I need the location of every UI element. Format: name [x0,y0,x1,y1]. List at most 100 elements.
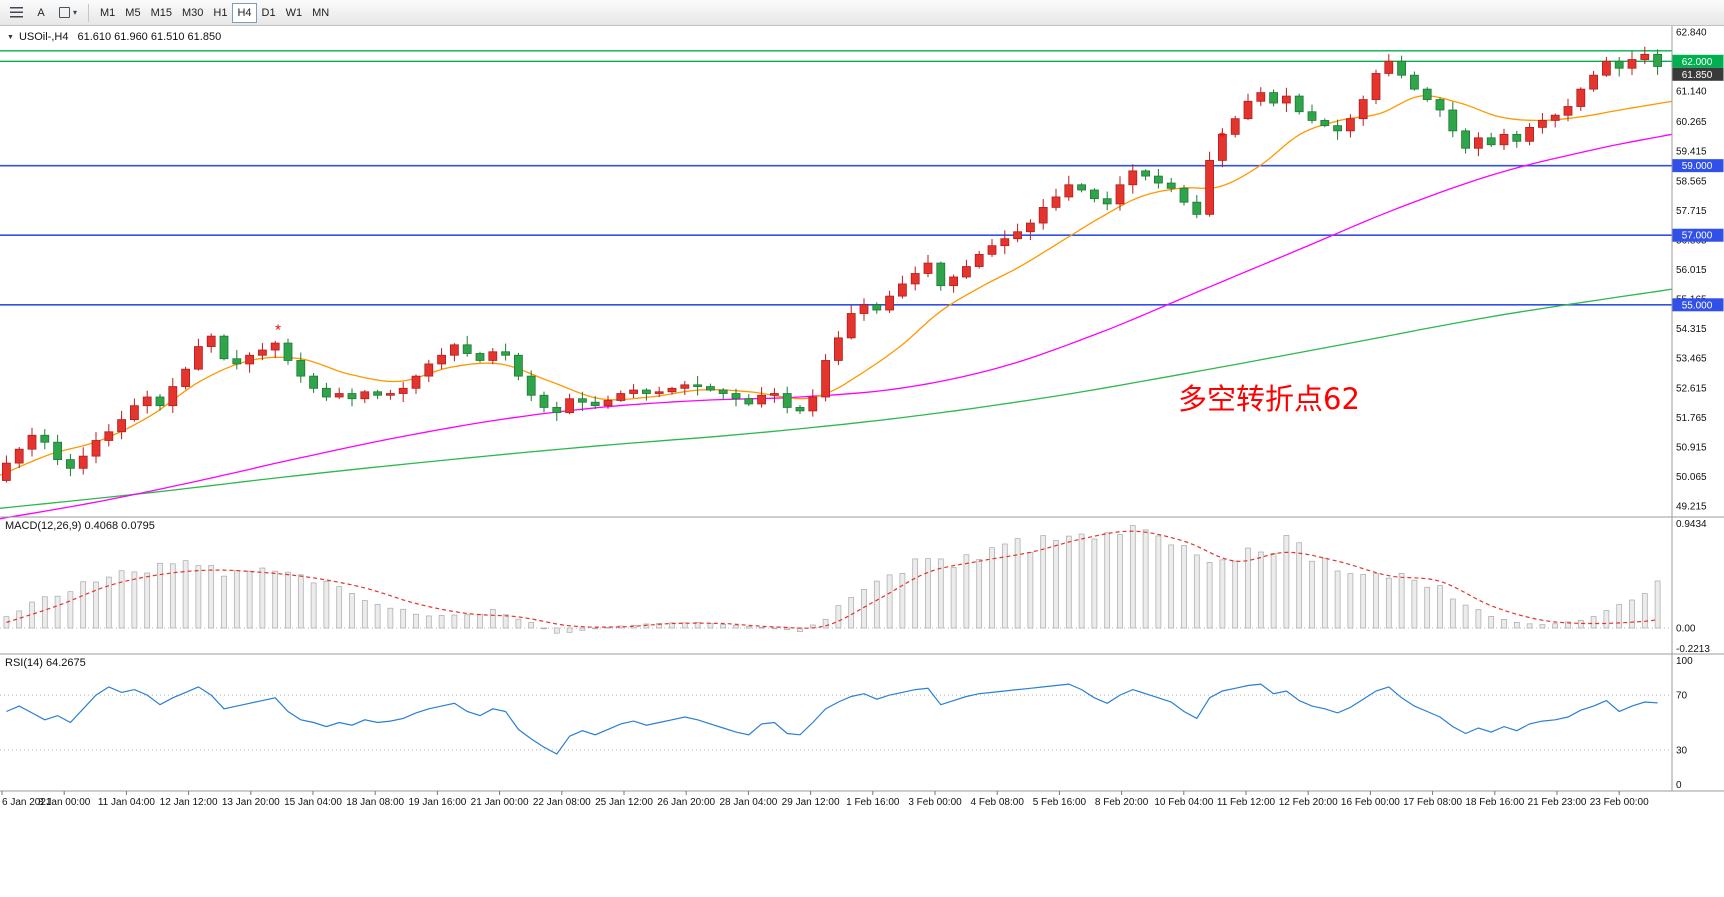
candle [1205,160,1214,215]
timeframe-button-d1[interactable]: D1 [257,3,281,23]
chart-canvas[interactable]: * * 62.840 61.140 60.265 59.415 58.565 57.715 56… [0,26,1724,892]
candle [565,398,574,414]
candle [1115,184,1125,205]
toolbar-separator [88,3,90,22]
svg-text:4 Feb 08:00: 4 Feb 08:00 [971,797,1025,808]
text-tool-button[interactable]: A [29,3,53,23]
candles-layer [2,46,1662,483]
candle [1384,60,1394,74]
candle [91,440,101,457]
candle [129,405,139,421]
candle [1256,92,1266,102]
ma_slow-line [0,288,1673,509]
candle [1000,238,1010,247]
svg-text:17 Feb 08:00: 17 Feb 08:00 [1403,797,1462,808]
timeframe-button-w1[interactable]: W1 [281,3,308,23]
candle [257,349,267,356]
candle [1026,222,1035,233]
candle [744,398,754,405]
candle [1141,170,1150,177]
candle [347,393,357,400]
svg-text:57.000: 57.000 [1682,231,1713,242]
candle [104,431,114,441]
candle [449,344,459,356]
candle [1410,74,1419,90]
ma_mid-line [0,133,1673,520]
candle [309,375,319,389]
candle [27,434,37,450]
candle [424,363,434,377]
candle [731,393,741,400]
candle [1013,231,1022,240]
candle [232,358,242,365]
ma_fast-line [0,95,1673,476]
svg-text:62.840: 62.840 [1676,28,1707,39]
svg-text:50.065: 50.065 [1676,472,1707,483]
candle [78,455,88,469]
candle [385,393,395,396]
candle [757,394,766,405]
candle [1576,88,1586,107]
svg-text:54.315: 54.315 [1676,324,1707,335]
timeframe-button-m15[interactable]: M15 [146,3,177,23]
timeframe-button-m5[interactable]: M5 [120,3,145,23]
svg-text:70: 70 [1676,691,1688,702]
svg-text:8 Feb 20:00: 8 Feb 20:00 [1095,797,1149,808]
candle [1038,206,1048,224]
svg-text:29 Jan 12:00: 29 Jan 12:00 [782,797,840,808]
candle [1474,137,1483,149]
candle [1218,133,1227,161]
price-tag-61.850 [1672,67,1724,81]
candle [1192,201,1202,215]
timeframe-button-h1[interactable]: H1 [208,3,232,23]
timeframe-button-mn[interactable]: MN [307,3,334,23]
timeframe-button-h4[interactable]: H4 [232,2,257,23]
svg-text:61.850: 61.850 [1682,70,1713,81]
candle [846,313,856,339]
candle [782,393,792,408]
candle [270,342,280,351]
candle [936,262,946,287]
candle [1179,187,1189,203]
candle [1166,182,1176,189]
chart-tools-button[interactable] [4,3,28,23]
svg-text:55.000: 55.000 [1682,300,1713,311]
rsi-line [6,683,1658,755]
svg-text:58.565: 58.565 [1676,176,1707,187]
candle [552,407,562,414]
candle [1653,53,1662,67]
candle [117,419,126,433]
candle [488,351,498,361]
candle [334,393,344,398]
svg-text:16 Feb 00:00: 16 Feb 00:00 [1341,797,1400,808]
svg-text:52.615: 52.615 [1676,383,1707,394]
svg-text:30: 30 [1676,745,1688,756]
candle [1499,133,1509,146]
candle [1461,130,1470,149]
candle [1538,120,1547,128]
svg-text:26 Jan 20:00: 26 Jan 20:00 [657,797,715,808]
svg-text:57.715: 57.715 [1676,206,1707,217]
candle [360,391,370,400]
svg-text:28 Jan 04:00: 28 Jan 04:00 [719,797,777,808]
candle [898,283,907,297]
shapes-tool-button[interactable]: ▾ [54,3,82,23]
candle [910,273,920,285]
svg-text:-0.2213: -0.2213 [1676,644,1710,655]
price-tag-59.000 [1672,159,1724,173]
candle [1358,99,1368,120]
candle [642,389,651,394]
candle [1525,126,1534,142]
chart-area[interactable]: * * 62.840 61.140 60.265 59.415 58.565 57.715 56… [0,26,1724,892]
svg-text:25 Jan 12:00: 25 Jan 12:00 [595,797,653,808]
candle [1282,95,1291,104]
svg-text:12 Feb 20:00: 12 Feb 20:00 [1279,797,1338,808]
svg-text:100: 100 [1676,656,1693,667]
timeframe-button-m1[interactable]: M1 [95,3,120,23]
candle [1397,60,1406,76]
svg-text:19 Jan 16:00: 19 Jan 16:00 [408,797,466,808]
timeframe-button-m30[interactable]: M30 [177,3,208,23]
candle [667,387,677,393]
candle [1589,74,1598,90]
